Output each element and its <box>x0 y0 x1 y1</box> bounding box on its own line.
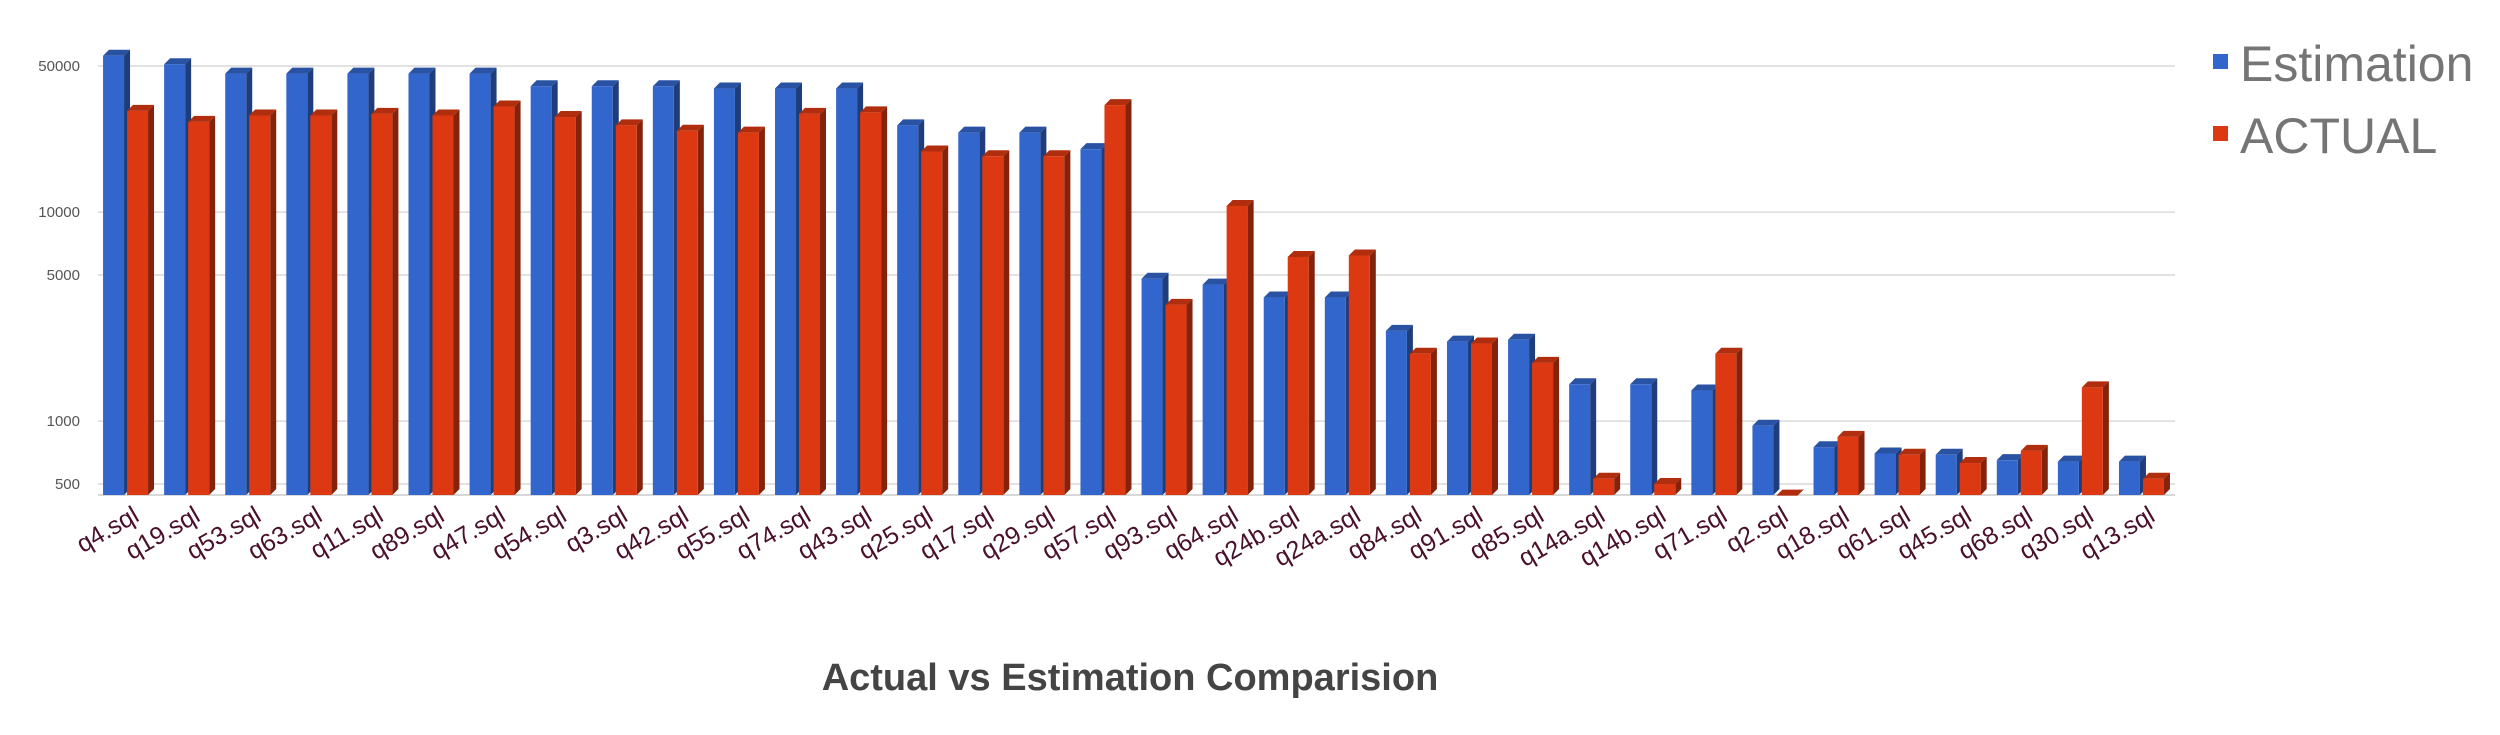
bar-estimation-q43 <box>836 82 864 495</box>
bar-actual-q18 <box>1837 430 1865 495</box>
bar-actual-q24b <box>1287 250 1315 495</box>
bar-actual-q2 <box>1776 489 1804 496</box>
bar-actual-q14b <box>1654 478 1682 495</box>
bar-actual-q74 <box>799 107 827 495</box>
bar-estimation-q54 <box>530 80 558 495</box>
bar-actual-q57 <box>1104 99 1132 495</box>
y-tick-label: 50000 <box>38 58 80 75</box>
bar-estimation-q17 <box>958 126 986 496</box>
bar-estimation-q68 <box>1996 454 2024 495</box>
y-tick-label: 1000 <box>47 413 80 430</box>
bar-estimation-q24b <box>1263 291 1291 495</box>
bar-estimation-q3 <box>591 80 619 495</box>
bar-actual-q89 <box>432 109 460 496</box>
bar-estimation-q42 <box>652 80 680 495</box>
bar-actual-q47 <box>493 100 521 495</box>
bar-estimation-q84 <box>1385 324 1413 495</box>
bar-actual-q3 <box>615 119 643 496</box>
chart-title: Actual vs Estimation Comparision <box>822 657 1439 699</box>
bar-actual-q11 <box>371 107 399 495</box>
bar-estimation-q14b <box>1630 378 1658 495</box>
bar-actual-q53 <box>249 109 277 496</box>
bar-estimation-q19 <box>164 58 192 495</box>
bar-estimation-q18 <box>1813 441 1841 495</box>
bar-estimation-q63 <box>286 67 314 495</box>
bar-estimation-q47 <box>469 67 497 495</box>
bar-estimation-q29 <box>1019 126 1047 496</box>
bar-actual-q24a <box>1348 249 1376 495</box>
bar-estimation-q45 <box>1935 448 1963 495</box>
bar-estimation-q11 <box>347 67 375 495</box>
bar-estimation-q85 <box>1508 333 1536 495</box>
bar-estimation-q74 <box>775 82 803 495</box>
bar-actual-q13 <box>2142 472 2170 495</box>
bar-estimation-q57 <box>1080 143 1108 495</box>
category-labels: q4.sqlq19.sqlq53.sqlq63.sqlq11.sqlq89.sq… <box>72 501 2160 573</box>
y-tick-label: 500 <box>55 476 80 493</box>
bar-estimation-q93 <box>1141 272 1169 495</box>
bar-actual-q43 <box>860 106 888 495</box>
legend-swatch <box>2213 126 2228 141</box>
bar-actual-q14a <box>1593 472 1621 495</box>
bar-actual-q85 <box>1532 356 1560 495</box>
bar-estimation-q53 <box>225 67 253 495</box>
bar-actual-q63 <box>310 109 338 496</box>
legend-item-estimation: Estimation <box>2213 36 2473 92</box>
y-tick-label: 5000 <box>47 267 80 284</box>
bars <box>103 49 2170 496</box>
legend: Estimation ACTUAL <box>2213 36 2473 164</box>
bar-actual-q93 <box>1165 298 1193 495</box>
bar-estimation-q30 <box>2057 455 2085 495</box>
bar-estimation-q71 <box>1691 384 1719 495</box>
bar-estimation-q14a <box>1569 378 1597 495</box>
bar-actual-q64 <box>1226 199 1254 495</box>
bar-actual-q30 <box>2081 381 2109 495</box>
legend-label: Estimation <box>2240 36 2473 92</box>
bar-estimation-q91 <box>1446 335 1474 495</box>
bar-estimation-q2 <box>1752 419 1780 495</box>
bar-estimation-q64 <box>1202 278 1230 495</box>
legend-label: ACTUAL <box>2240 108 2437 164</box>
bar-estimation-q13 <box>2118 455 2146 495</box>
bar-actual-q29 <box>1043 150 1071 495</box>
bar-estimation-q61 <box>1874 447 1902 495</box>
bar-estimation-q55 <box>713 82 741 495</box>
y-tick-label: 10000 <box>38 204 80 221</box>
bar-actual-q54 <box>554 111 582 495</box>
bar-actual-q4 <box>127 104 155 496</box>
bar-estimation-q4 <box>103 49 131 495</box>
legend-swatch <box>2213 54 2228 69</box>
bar-actual-q19 <box>188 115 216 496</box>
bar-actual-q84 <box>1409 347 1437 495</box>
bar-actual-q17 <box>982 150 1010 495</box>
bar-actual-q42 <box>676 124 704 495</box>
bar-actual-q61 <box>1898 448 1926 495</box>
bar-actual-q45 <box>1959 457 1987 495</box>
bar-estimation-q24a <box>1324 291 1352 495</box>
bar-actual-q55 <box>737 126 765 496</box>
legend-item-actual: ACTUAL <box>2213 108 2437 164</box>
bar-estimation-q89 <box>408 67 436 495</box>
bar-estimation-q25 <box>897 119 925 496</box>
bar-actual-q68 <box>2020 444 2048 495</box>
bar-actual-q71 <box>1715 347 1743 495</box>
bar-actual-q91 <box>1470 337 1498 495</box>
bar-actual-q25 <box>921 145 949 495</box>
